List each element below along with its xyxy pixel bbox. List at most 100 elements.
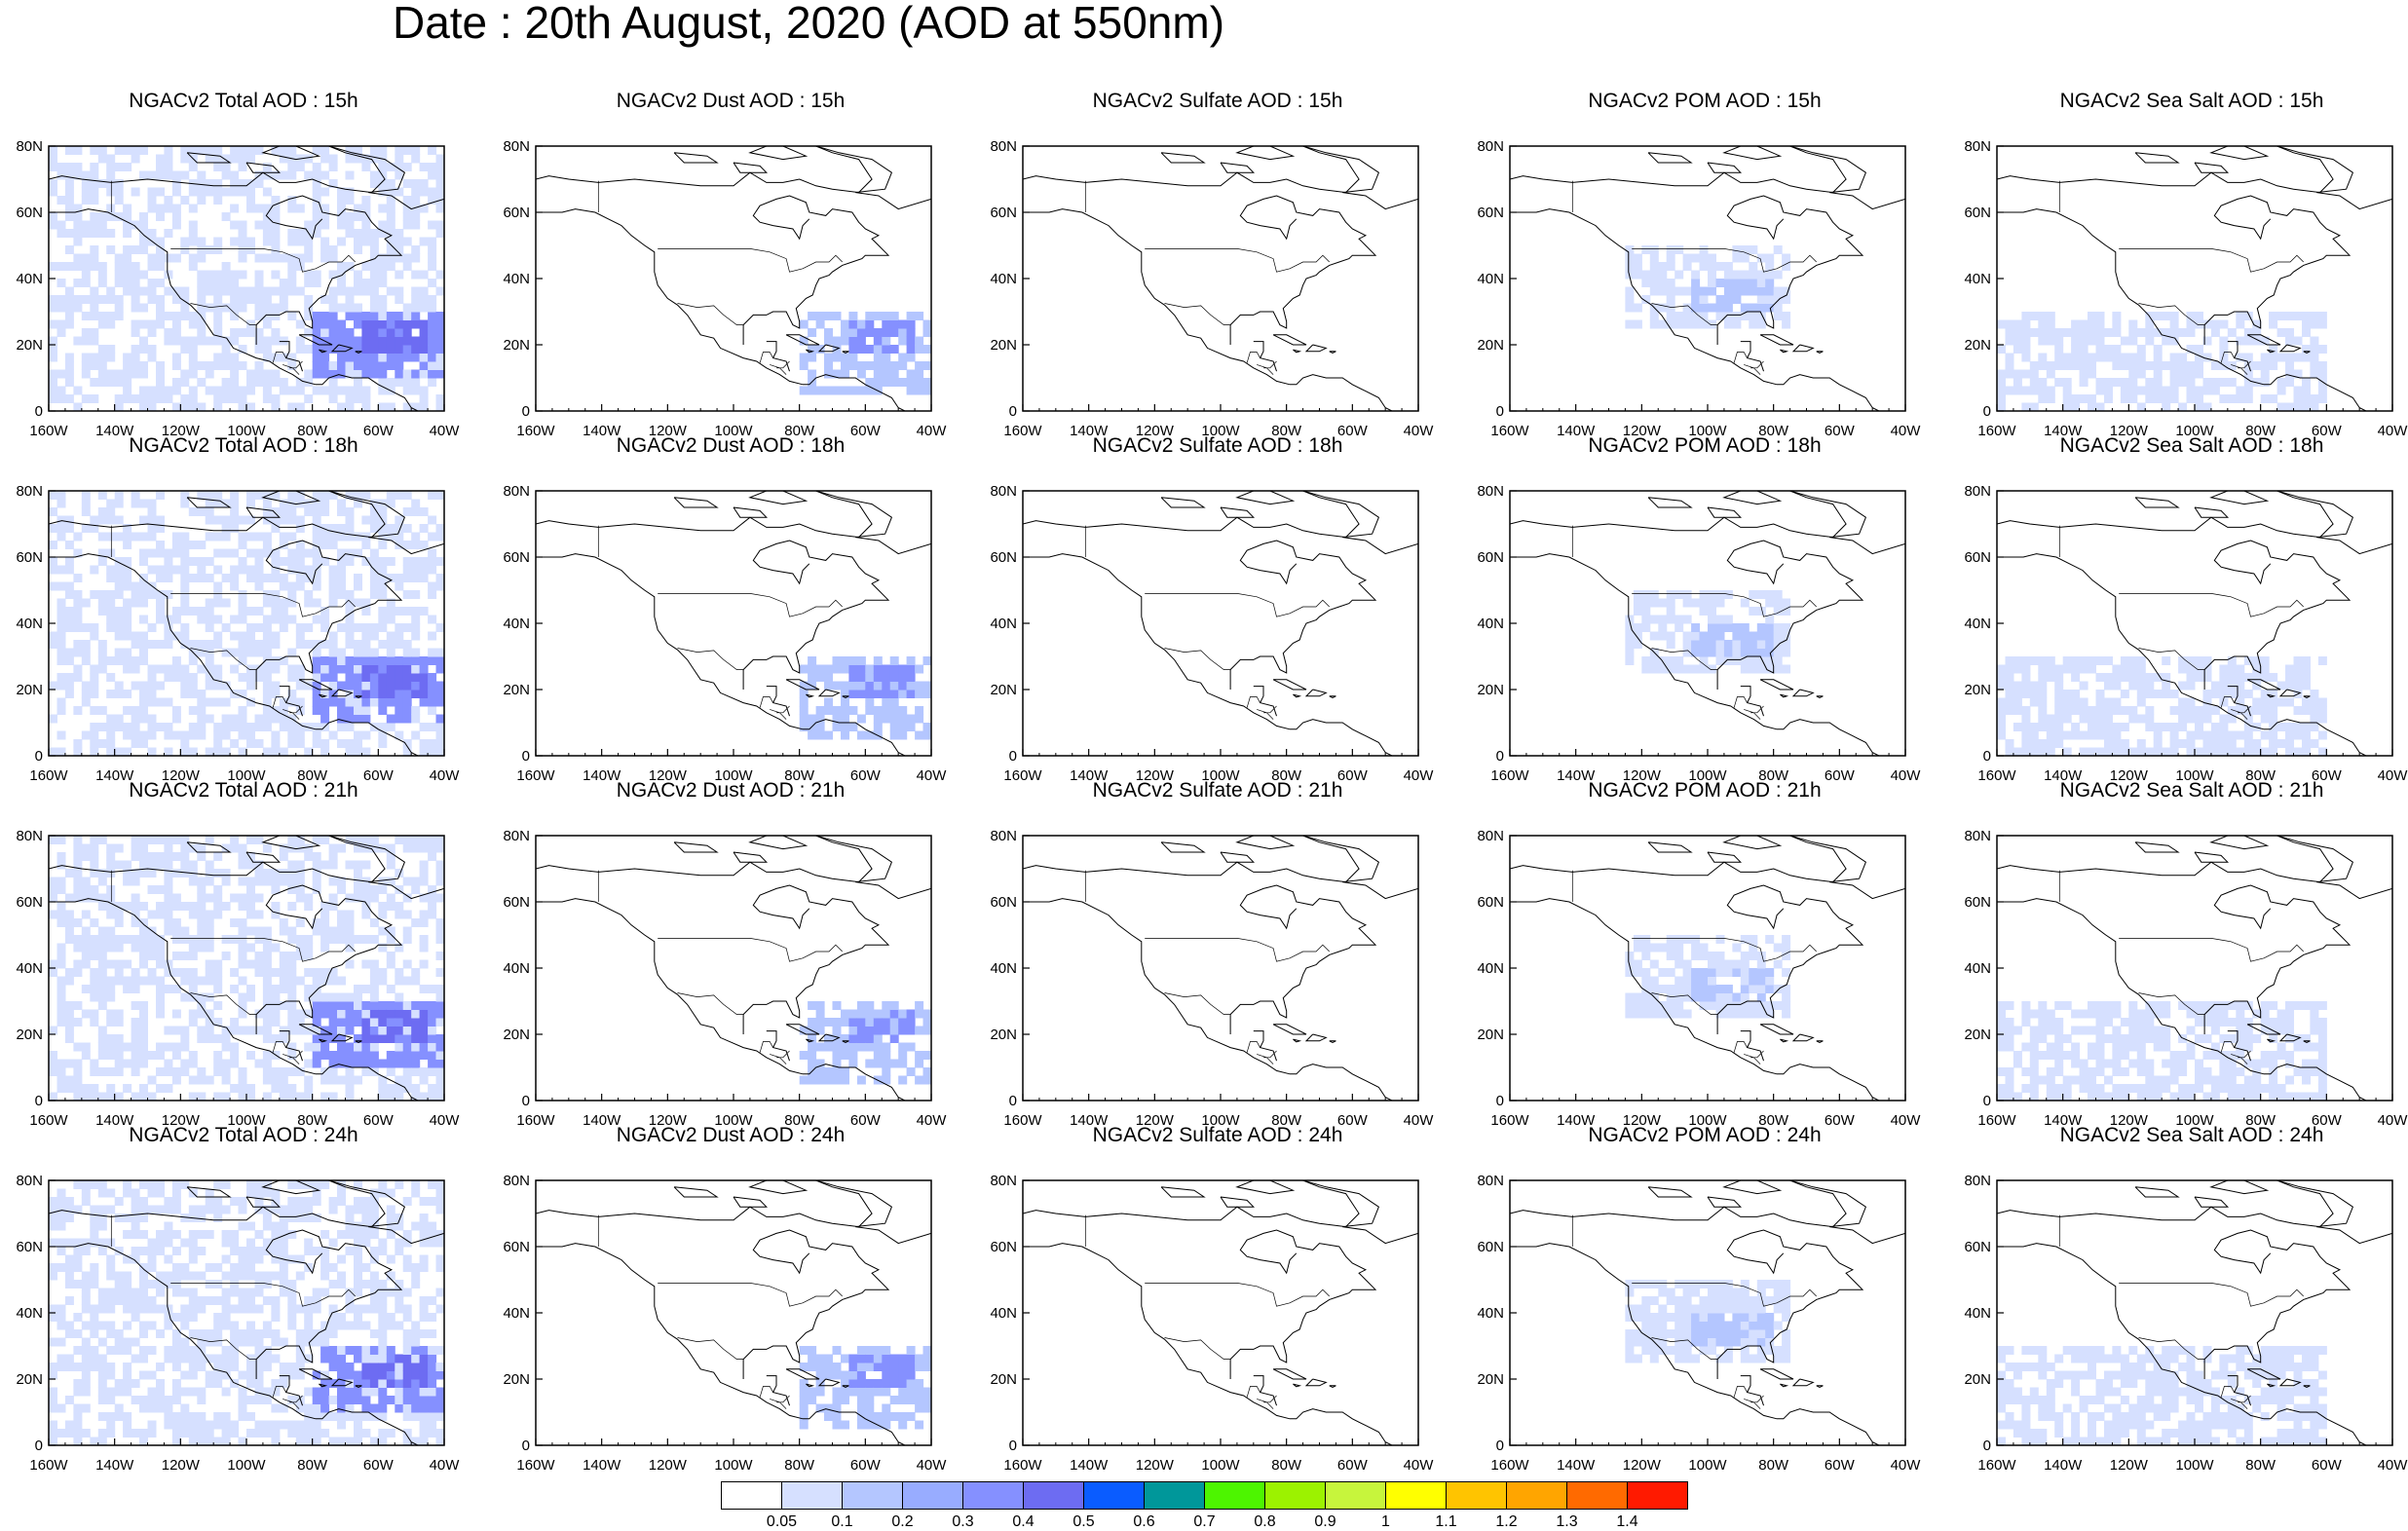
x-tick-label: 160W xyxy=(1490,1112,1529,1129)
panel-title: NGACv2 Total AOD : 15h xyxy=(129,90,358,112)
aod-cell xyxy=(2310,361,2319,370)
aod-cell xyxy=(824,730,833,740)
aod-cell xyxy=(1773,985,1783,993)
aod-cell xyxy=(295,1009,305,1019)
aod-cell xyxy=(64,1018,74,1027)
aod-cell xyxy=(139,640,148,649)
aod-cell xyxy=(337,557,346,566)
aod-cell xyxy=(428,163,437,171)
aod-cell xyxy=(1749,935,1758,944)
aod-cell xyxy=(1674,286,1684,296)
aod-cell xyxy=(1666,943,1675,952)
aod-cell xyxy=(1625,262,1635,271)
aod-cell xyxy=(147,697,157,707)
aod-cell xyxy=(2236,664,2245,674)
aod-cell xyxy=(1674,270,1684,280)
aod-cell xyxy=(295,581,305,591)
aod-cell xyxy=(411,968,421,977)
aod-cell xyxy=(139,245,148,254)
aod-cell xyxy=(56,295,66,304)
aod-cell xyxy=(73,943,83,952)
aod-cell xyxy=(428,353,437,362)
aod-cell xyxy=(2252,361,2262,370)
aod-cell xyxy=(90,1009,99,1019)
border xyxy=(2138,303,2205,325)
aod-cell xyxy=(411,541,421,549)
aod-cell xyxy=(419,690,429,698)
aod-cell xyxy=(1765,664,1775,674)
x-tick-label: 40W xyxy=(917,767,948,784)
aod-cell xyxy=(1649,1001,1659,1010)
aod-cell xyxy=(64,524,74,533)
aod-cell xyxy=(279,723,288,731)
aod-cell xyxy=(2317,706,2327,715)
aod-cell xyxy=(2219,319,2229,329)
aod-cell xyxy=(106,353,116,362)
aod-cell xyxy=(147,394,157,403)
aod-cell xyxy=(304,985,314,993)
aod-cell xyxy=(213,1001,223,1010)
aod-cell xyxy=(1740,303,1750,313)
aod-cell xyxy=(262,1009,272,1019)
aod-cell xyxy=(856,1042,866,1052)
aod-cell xyxy=(419,557,429,566)
aod-cell xyxy=(64,179,74,188)
aod-cell xyxy=(2210,681,2220,691)
aod-cell xyxy=(2088,714,2096,724)
border xyxy=(1733,1041,1748,1053)
aod-cell xyxy=(2112,673,2122,682)
aod-cell xyxy=(271,378,281,387)
aod-cell xyxy=(171,220,181,230)
aod-cell xyxy=(1782,623,1791,632)
aod-cell xyxy=(2269,394,2278,403)
aod-cell xyxy=(337,885,346,894)
aod-cell xyxy=(386,262,395,271)
aod-cell xyxy=(131,985,140,993)
x-tick-label: 40W xyxy=(2378,423,2408,439)
aod-cell xyxy=(386,714,395,724)
aod-cell xyxy=(2178,714,2188,724)
aod-cell xyxy=(262,204,272,213)
x-tick-label: 60W xyxy=(2312,423,2343,439)
aod-cell xyxy=(188,673,198,682)
aod-cell xyxy=(841,730,849,740)
aod-cell xyxy=(1740,935,1750,944)
y-tick-label: 40N xyxy=(16,271,43,287)
aod-cell xyxy=(2062,353,2072,362)
aod-cell xyxy=(230,1042,240,1052)
aod-cell xyxy=(2104,706,2113,715)
aod-cell xyxy=(197,664,207,674)
aod-cell xyxy=(262,985,272,993)
aod-cell xyxy=(841,664,849,674)
aod-cell xyxy=(1773,303,1783,313)
aod-cell xyxy=(1691,598,1701,608)
aod-cell xyxy=(180,532,190,541)
aod-cell xyxy=(824,1034,833,1043)
aod-cell xyxy=(73,1042,83,1052)
aod-cell xyxy=(848,353,858,362)
aod-cell xyxy=(221,262,231,271)
aod-cell xyxy=(799,664,809,674)
aod-cell xyxy=(1782,935,1791,944)
aod-cell xyxy=(49,491,57,500)
aod-cell xyxy=(262,952,272,960)
y-tick-label: 40N xyxy=(503,271,530,287)
aod-cell xyxy=(378,739,388,748)
aod-cell xyxy=(97,548,107,558)
aod-cell xyxy=(2021,730,2031,740)
aod-cell xyxy=(1782,968,1791,977)
aod-cell xyxy=(304,623,314,632)
aod-cell xyxy=(238,295,247,304)
aod-cell xyxy=(386,860,395,870)
aod-cell xyxy=(1633,1001,1642,1010)
aod-cell xyxy=(1715,968,1725,977)
aod-cell xyxy=(1723,623,1733,632)
aod-cell xyxy=(402,681,412,691)
aod-cell xyxy=(106,170,116,180)
aod-cell xyxy=(889,1026,899,1035)
aod-cell xyxy=(2186,328,2196,337)
aod-cell xyxy=(2054,664,2064,674)
aod-cell xyxy=(1732,319,1742,329)
aod-cell xyxy=(378,690,388,698)
aod-cell xyxy=(2236,386,2245,395)
